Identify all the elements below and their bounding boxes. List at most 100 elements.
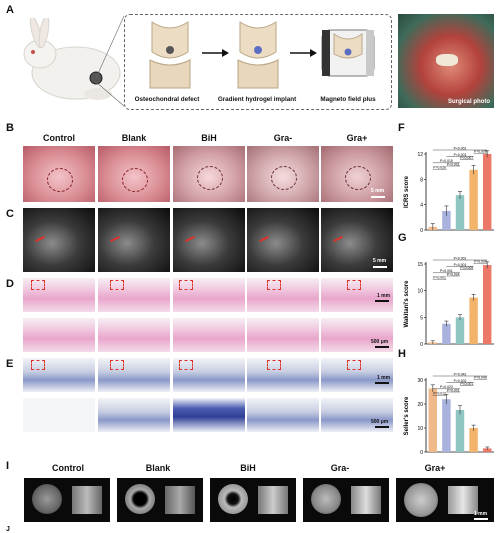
tb-zoom-gra-plus: 500 μm <box>321 398 393 432</box>
p-value-label: P=0.002 <box>454 379 467 383</box>
y-tick-label: 4 <box>420 203 423 209</box>
step-label-implant: Gradient hydrogel implant <box>217 96 297 103</box>
tb-overview-gra-plus: 1 mm <box>321 358 393 392</box>
group-label-gra-plus: Gra+ <box>346 133 368 143</box>
y-tick-label: 15 <box>417 262 423 268</box>
y-tick-label: 5 <box>420 315 423 321</box>
bar-gra- <box>469 169 478 230</box>
tb-overview-gra-minus <box>247 358 319 392</box>
panel-label-e: E <box>6 358 14 370</box>
bar-gra- <box>482 448 492 452</box>
callout-lines <box>96 15 125 107</box>
p-value-label: P=0.007 <box>460 156 473 160</box>
p-value-label: P=0.026 <box>433 166 446 170</box>
p-value-label: P<0.001 <box>440 269 453 273</box>
panel-label-f: F <box>398 122 405 134</box>
p-value-label: P=0.012 <box>433 392 446 396</box>
p-value-label: P=0.009 <box>474 150 487 154</box>
chart-seller-score: Seller's score0102030P=0.012P=0.001P=0.0… <box>404 372 494 456</box>
tb-overview-bih <box>173 358 245 392</box>
y-tick-label: 12 <box>417 152 423 158</box>
panel-label-i: I <box>6 460 10 472</box>
p-value-label: P=0.009 <box>460 266 473 270</box>
bar-bih <box>455 410 465 452</box>
he-overview-gra-plus: 1 mm <box>321 278 393 312</box>
gross-image-blank <box>98 146 170 202</box>
y-tick-label: 0 <box>420 342 423 348</box>
gross-image-bih <box>173 146 245 202</box>
scalebar-i: 1 mm <box>474 511 488 517</box>
p-value-label: P<0.001 <box>460 382 473 386</box>
he-zoom-bih <box>173 318 245 352</box>
ct-label-gra-plus: Gra+ <box>424 463 446 473</box>
p-value-label: P<0.001 <box>454 146 467 150</box>
microct-gra-minus <box>303 478 389 522</box>
scalebar-d-overview: 1 mm <box>377 293 391 299</box>
p-value-label: P=0.001 <box>447 388 460 392</box>
group-label-bih: BiH <box>201 133 217 143</box>
tb-zoom-gra-minus <box>247 398 319 432</box>
gross-image-control <box>23 146 95 202</box>
chart-wakitani-score: Wakitani's score051015P<0.001P=0.024P<0.… <box>404 256 494 348</box>
bar-bih <box>455 195 465 230</box>
microct-bih <box>210 478 296 522</box>
group-label-control: Control <box>43 133 75 143</box>
tb-overview-blank <box>98 358 170 392</box>
panel-label-b: B <box>6 122 14 134</box>
bar-gra- <box>482 265 492 344</box>
panel-label-c: C <box>6 208 14 220</box>
p-value-label: P<0.001 <box>454 153 467 157</box>
gross-image-gra-minus <box>247 146 319 202</box>
arrow-icon <box>290 49 317 57</box>
y-tick-label: 8 <box>420 177 423 183</box>
he-zoom-control <box>23 318 95 352</box>
y-axis-label: Seller's score <box>404 396 410 435</box>
scalebar-e-zoom: 500 μm <box>371 419 389 425</box>
scalebar-d-zoom: 500 μm <box>371 339 389 345</box>
panel-label-g: G <box>398 232 407 244</box>
y-axis-label: Wakitani's score <box>404 280 410 328</box>
he-overview-blank <box>98 278 170 312</box>
p-value-label: P=0.019 <box>440 159 453 163</box>
y-axis-label: ICRS score <box>404 175 410 208</box>
y-tick-label: 30 <box>417 378 423 384</box>
bar-blank <box>442 399 451 452</box>
p-value-label: P<0.001 <box>447 162 460 166</box>
tb-zoom-bih <box>173 398 245 432</box>
knee-implant-illustration <box>237 21 279 89</box>
mri-image-control <box>23 208 95 272</box>
knee-magnet-illustration <box>321 29 375 77</box>
surgical-photo-label: Surgical photo <box>448 99 490 105</box>
microct-gra-plus: 1 mm <box>396 478 494 522</box>
group-label-blank: Blank <box>121 133 147 143</box>
he-zoom-blank <box>98 318 170 352</box>
p-value-label: P=0.042 <box>454 372 467 376</box>
p-value-label: P=0.023 <box>440 385 453 389</box>
microct-control <box>24 478 110 522</box>
microct-blank <box>117 478 203 522</box>
mri-image-bih <box>173 208 245 272</box>
bar-blank <box>442 323 451 344</box>
gross-image-gra-plus: 5 mm <box>321 146 393 202</box>
tb-zoom-control <box>23 398 95 432</box>
panel-label-a: A <box>6 4 14 16</box>
tb-zoom-blank <box>98 398 170 432</box>
chart-icrs-score: ICRS score04812P=0.026P<0.001P=0.019P=0.… <box>404 146 494 234</box>
p-value-label: P<0.001 <box>433 276 446 280</box>
workflow-box <box>124 14 392 110</box>
scalebar-b: 5 mm <box>371 188 385 194</box>
group-label-gra-minus: Gra- <box>273 133 293 143</box>
y-tick-label: 0 <box>420 450 423 456</box>
step-label-defect: Osteochondral defect <box>134 96 200 103</box>
he-overview-control <box>23 278 95 312</box>
bar-gra- <box>482 154 492 230</box>
panel-label-d: D <box>6 278 14 290</box>
mri-image-gra-plus: 5 mm <box>321 208 393 272</box>
p-value-label: P<0.001 <box>454 256 467 260</box>
he-zoom-gra-plus: 500 μm <box>321 318 393 352</box>
mri-image-gra-minus <box>247 208 319 272</box>
ct-label-gra-minus: Gra- <box>330 463 350 473</box>
p-value-label: P=0.004 <box>474 260 487 264</box>
bar-bih <box>455 317 465 344</box>
bar-control <box>428 388 438 452</box>
